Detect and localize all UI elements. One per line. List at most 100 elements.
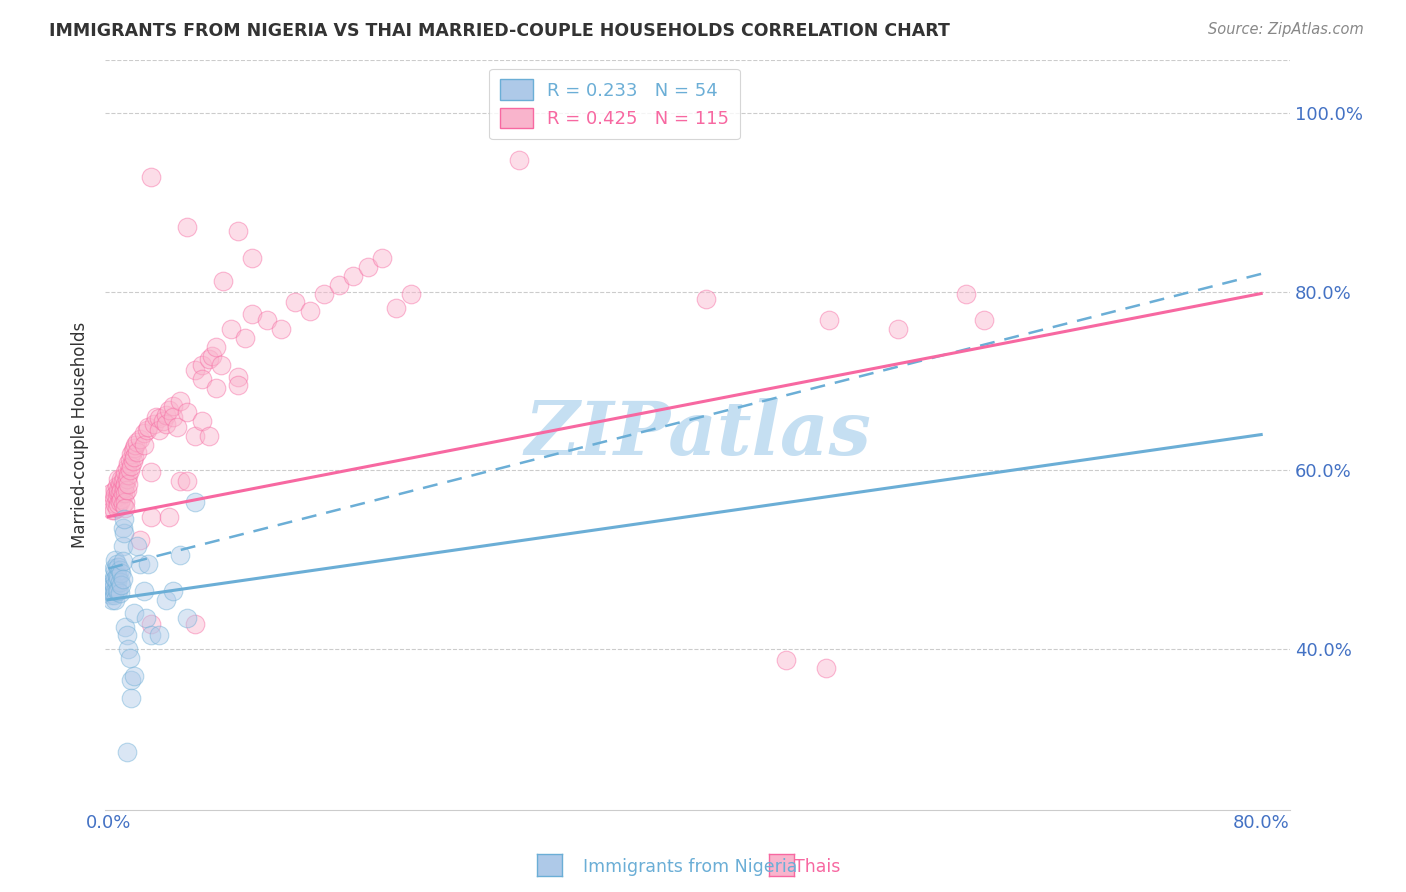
Point: [115, 461, 138, 475]
Point: [134, 438, 156, 452]
Point: [118, 463, 141, 477]
Point: [112, 525, 135, 540]
Point: [134, 425, 156, 440]
Point: [104, 572, 127, 586]
Point: [176, 405, 198, 419]
Point: [143, 417, 166, 431]
Point: [205, 340, 228, 354]
Point: [148, 411, 170, 425]
Point: [121, 443, 143, 458]
Point: [103, 588, 125, 602]
Point: [120, 458, 142, 473]
Point: [108, 494, 131, 508]
Point: [108, 476, 131, 491]
Legend: R = 0.233   N = 54, R = 0.425   N = 115: R = 0.233 N = 54, R = 0.425 N = 115: [489, 69, 740, 139]
Point: [115, 472, 138, 486]
Point: [111, 485, 134, 500]
Point: [101, 586, 124, 600]
Point: [183, 363, 205, 377]
Point: [104, 483, 127, 497]
Point: [104, 563, 127, 577]
Point: [183, 494, 205, 508]
Point: [98, 579, 121, 593]
Point: [117, 467, 139, 482]
Point: [122, 668, 145, 682]
Point: [104, 552, 127, 566]
Point: [101, 592, 124, 607]
Point: [136, 423, 159, 437]
Point: [108, 485, 131, 500]
Point: [176, 474, 198, 488]
Point: [122, 450, 145, 464]
Point: [385, 301, 408, 315]
Point: [141, 465, 163, 479]
Point: [152, 414, 174, 428]
Point: [120, 447, 142, 461]
Point: [162, 409, 184, 424]
Point: [114, 494, 136, 508]
Point: [212, 274, 235, 288]
Point: [112, 512, 135, 526]
Point: [103, 570, 125, 584]
Point: [191, 372, 214, 386]
Point: [111, 572, 134, 586]
Point: [108, 563, 131, 577]
Point: [110, 472, 132, 486]
Point: [101, 503, 124, 517]
Point: [107, 472, 129, 486]
Point: [114, 465, 136, 479]
Point: [101, 574, 124, 589]
Point: [103, 579, 125, 593]
Point: [176, 220, 198, 235]
Point: [162, 399, 184, 413]
Point: [110, 566, 132, 580]
Point: [775, 652, 797, 666]
Point: [191, 358, 214, 372]
Point: [148, 628, 170, 642]
Text: ZIPatlas: ZIPatlas: [524, 399, 872, 471]
Point: [169, 393, 191, 408]
Point: [141, 170, 163, 185]
Point: [157, 509, 180, 524]
Point: [205, 381, 228, 395]
Point: [226, 378, 249, 392]
Point: [125, 445, 148, 459]
Point: [128, 557, 150, 571]
Point: [183, 429, 205, 443]
Point: [240, 307, 263, 321]
Point: [973, 313, 995, 327]
Point: [104, 497, 127, 511]
Point: [191, 414, 214, 428]
Point: [399, 286, 422, 301]
Point: [138, 557, 160, 571]
Point: [105, 568, 128, 582]
Point: [328, 277, 350, 292]
Point: [114, 485, 136, 500]
Point: [114, 619, 136, 633]
Point: [141, 509, 163, 524]
Text: Immigrants from Nigeria: Immigrants from Nigeria: [583, 858, 797, 876]
Point: [240, 251, 263, 265]
Point: [233, 331, 256, 345]
Point: [105, 557, 128, 571]
Point: [122, 606, 145, 620]
Point: [155, 592, 177, 607]
Point: [115, 628, 138, 642]
Point: [166, 420, 188, 434]
Point: [219, 322, 242, 336]
Point: [111, 497, 134, 511]
Point: [183, 616, 205, 631]
Point: [103, 561, 125, 575]
Point: [157, 402, 180, 417]
Point: [198, 429, 221, 443]
Point: [105, 500, 128, 515]
Point: [155, 408, 177, 422]
Point: [107, 559, 129, 574]
Point: [118, 452, 141, 467]
Point: [201, 349, 224, 363]
Point: [105, 479, 128, 493]
Point: [508, 153, 530, 167]
Point: [105, 583, 128, 598]
Point: [226, 224, 249, 238]
Point: [125, 434, 148, 449]
